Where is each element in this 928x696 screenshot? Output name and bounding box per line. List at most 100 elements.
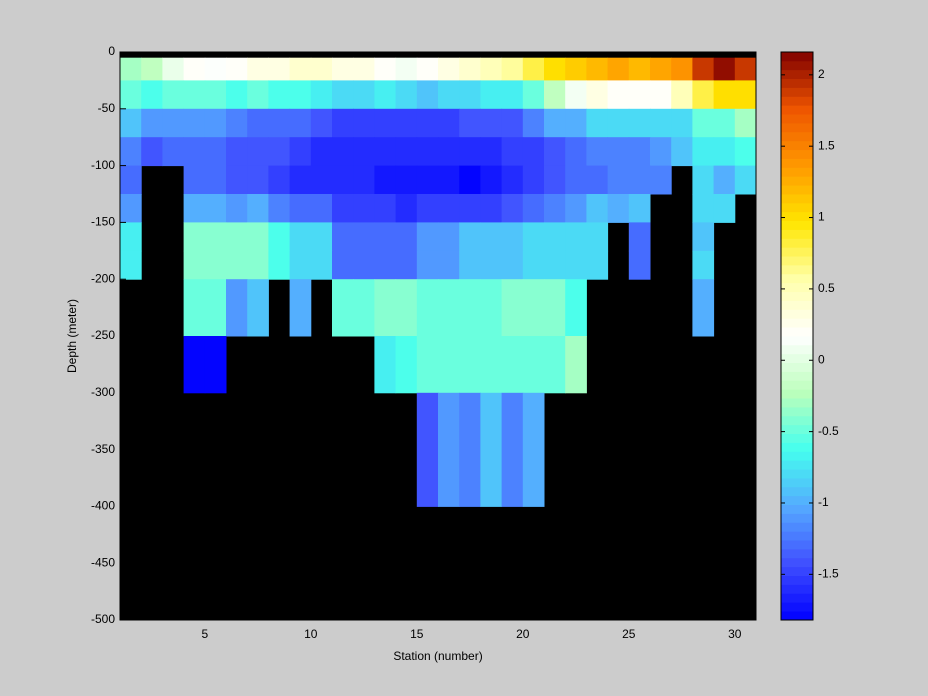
heatmap-cell — [120, 222, 142, 252]
heatmap-cell — [374, 250, 397, 280]
heatmap-cell — [628, 80, 651, 110]
heatmap-cell — [459, 250, 481, 280]
x-axis-label: Station (number) — [393, 649, 482, 663]
heatmap-cell — [522, 222, 545, 252]
heatmap-cell — [438, 108, 460, 138]
colorbar-tick-label: -1 — [818, 495, 829, 509]
heatmap-cell — [565, 336, 587, 394]
heatmap-cell — [332, 222, 354, 252]
heatmap-cell — [310, 165, 333, 195]
heatmap-cell — [416, 57, 439, 81]
heatmap-cell — [734, 165, 757, 195]
heatmap-cell — [141, 80, 163, 110]
heatmap-cell — [204, 108, 227, 138]
colorbar-swatch — [781, 336, 813, 346]
heatmap-cell — [692, 165, 715, 195]
heatmap-cell — [565, 137, 587, 167]
colorbar-swatch — [781, 176, 813, 186]
colorbar-swatch — [781, 273, 813, 284]
heatmap-cell — [353, 165, 375, 195]
y-tick-label: -300 — [91, 385, 115, 399]
heatmap-cell — [459, 80, 481, 110]
heatmap-cell — [586, 194, 609, 223]
colorbar-swatch — [781, 194, 813, 204]
heatmap-cell — [141, 108, 163, 138]
colorbar-swatch — [781, 123, 813, 133]
heatmap-cell — [586, 57, 609, 81]
heatmap-cell — [650, 137, 672, 167]
heatmap-cell — [395, 336, 418, 394]
heatmap-cell — [268, 80, 291, 110]
colorbar-tick-label: 1 — [818, 210, 825, 224]
heatmap-cell — [522, 194, 545, 223]
colorbar-swatch — [781, 167, 813, 177]
heatmap-cell — [438, 250, 460, 280]
heatmap-cell — [353, 279, 375, 337]
heatmap-cell — [204, 137, 227, 167]
colorbar-swatch — [781, 415, 813, 426]
heatmap-cell — [480, 57, 503, 81]
heatmap-cell — [374, 336, 397, 394]
heatmap-cell — [247, 250, 269, 280]
y-tick-label: 0 — [108, 44, 115, 58]
heatmap-cell — [628, 194, 651, 223]
colorbar-swatch — [781, 300, 813, 310]
heatmap-cell — [395, 194, 418, 223]
heatmap-cell — [226, 165, 248, 195]
heatmap-cell — [522, 108, 545, 138]
heatmap-cell — [607, 108, 630, 138]
heatmap-cell — [692, 194, 715, 223]
heatmap-cell — [438, 137, 460, 167]
heatmap-cell — [395, 222, 418, 252]
colorbar-swatch — [781, 495, 813, 506]
heatmap-cell — [565, 57, 587, 81]
heatmap-cell — [607, 57, 630, 81]
heatmap-cell — [374, 222, 397, 252]
heatmap-cell — [438, 80, 460, 110]
heatmap-cell — [416, 279, 439, 337]
heatmap-cell — [183, 80, 206, 110]
heatmap-cell — [438, 279, 460, 337]
heatmap-cell — [416, 165, 439, 195]
heatmap-cell — [289, 57, 312, 81]
colorbar-swatch — [781, 531, 813, 541]
heatmap-cell — [162, 137, 185, 167]
heatmap-cell — [204, 336, 227, 394]
heatmap-cell — [501, 194, 524, 223]
heatmap-cell — [628, 250, 651, 280]
heatmap-cell — [628, 165, 651, 195]
heatmap-cell — [480, 250, 503, 280]
heatmap-cell — [565, 108, 587, 138]
x-tick-label: 5 — [201, 627, 208, 641]
heatmap-cell — [628, 57, 651, 81]
colorbar-swatch — [781, 140, 813, 151]
heatmap-cell — [438, 336, 460, 394]
colorbar-swatch — [781, 566, 813, 577]
heatmap-cell — [438, 194, 460, 223]
y-tick-label: -250 — [91, 328, 115, 342]
heatmap-cell — [501, 137, 524, 167]
heatmap-cell — [204, 279, 227, 337]
colorbar-tick-label: -1.5 — [818, 567, 839, 581]
heatmap-cell — [120, 108, 142, 138]
heatmap-cell — [480, 392, 503, 507]
heatmap-cell — [416, 392, 439, 507]
heatmap-cell — [501, 250, 524, 280]
heatmap-cell — [226, 80, 248, 110]
heatmap-cell — [268, 250, 291, 280]
heatmap-cell — [692, 222, 715, 252]
heatmap-cell — [607, 137, 630, 167]
colorbar-tick-label: -0.5 — [818, 424, 839, 438]
heatmap-cell — [289, 80, 312, 110]
heatmap-cell — [268, 137, 291, 167]
heatmap-cell — [501, 57, 524, 81]
heatmap-cell — [374, 57, 397, 81]
heatmap-cell — [522, 336, 545, 394]
colorbar-swatch — [781, 344, 813, 355]
colorbar-swatch — [781, 114, 813, 124]
colorbar-swatch — [781, 424, 813, 435]
heatmap-cell — [416, 137, 439, 167]
colorbar-swatch — [781, 540, 813, 550]
heatmap-cell — [332, 250, 354, 280]
heatmap-cell — [395, 80, 418, 110]
